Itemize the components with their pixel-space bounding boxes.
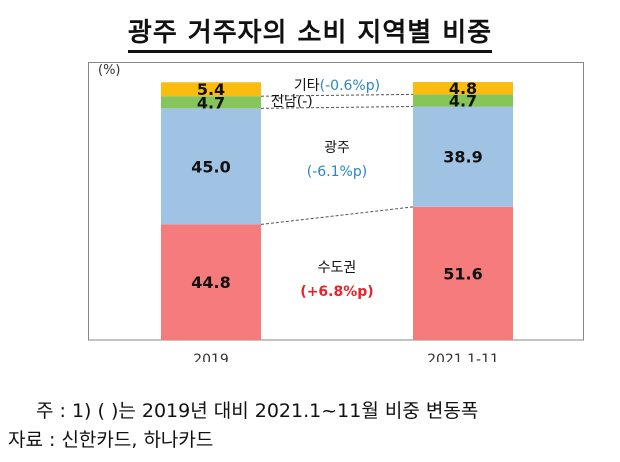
annotation-sudogwon-change: (+6.8%p) bbox=[300, 284, 373, 300]
bar-segment-gwangju bbox=[161, 108, 261, 225]
annotation-gwangju-change: (-6.1%p) bbox=[307, 164, 367, 180]
data-label-sudogwon: 51.6 bbox=[443, 264, 482, 283]
x-tick-label: 2019 bbox=[193, 352, 229, 362]
bar-segment-jeonnam bbox=[413, 94, 513, 107]
annotation-gita-name: 기타 bbox=[294, 78, 320, 94]
bar-segment-sudogwon bbox=[161, 224, 261, 340]
annotation-sudogwon-name: 수도권 bbox=[318, 260, 357, 276]
bar-segment-gita bbox=[161, 82, 261, 97]
source-note: 자료 : 신한카드, 하나카드 bbox=[8, 429, 214, 451]
annotation-gwangju-name: 광주 bbox=[324, 140, 350, 156]
data-label-sudogwon: 44.8 bbox=[191, 273, 230, 292]
annotation-gita-change: (-0.6%p) bbox=[320, 78, 380, 94]
annotation-jeonnam: 전남(-) bbox=[271, 94, 313, 110]
stacked-bar-chart: 020406080100(%)44.845.04.75.4201951.638.… bbox=[88, 62, 584, 362]
footnote: 주 : 1) ( )는 2019년 대비 2021.1~11월 비중 변동폭 bbox=[36, 400, 479, 422]
data-label-gita: 5.4 bbox=[197, 80, 225, 99]
annotation-gita: 기타(-0.6%p) bbox=[294, 78, 380, 94]
bar-segment-sudogwon bbox=[413, 206, 513, 340]
plot-frame bbox=[88, 62, 584, 341]
chart-svg: 020406080100(%)44.845.04.75.4201951.638.… bbox=[88, 62, 584, 362]
data-label-gwangju: 45.0 bbox=[191, 157, 230, 176]
data-label-jeonnam: 4.7 bbox=[449, 91, 477, 110]
bar-segment-gwangju bbox=[413, 106, 513, 207]
connector-line bbox=[260, 93, 414, 97]
data-label-gwangju: 38.9 bbox=[443, 148, 482, 167]
chart-title: 광주 거주자의 소비 지역별 비중 bbox=[0, 12, 620, 53]
data-label-gita: 4.8 bbox=[449, 79, 477, 98]
x-tick-label: 2021.1-11 bbox=[427, 352, 499, 362]
data-label-jeonnam: 4.7 bbox=[197, 93, 225, 112]
chart-title-text: 광주 거주자의 소비 지역별 비중 bbox=[127, 18, 493, 53]
bar-segment-gita bbox=[413, 82, 513, 95]
connector-line bbox=[260, 106, 414, 109]
bar-segment-jeonnam bbox=[161, 96, 261, 109]
y-unit-label: (%) bbox=[98, 63, 121, 78]
connector-line bbox=[260, 206, 414, 225]
